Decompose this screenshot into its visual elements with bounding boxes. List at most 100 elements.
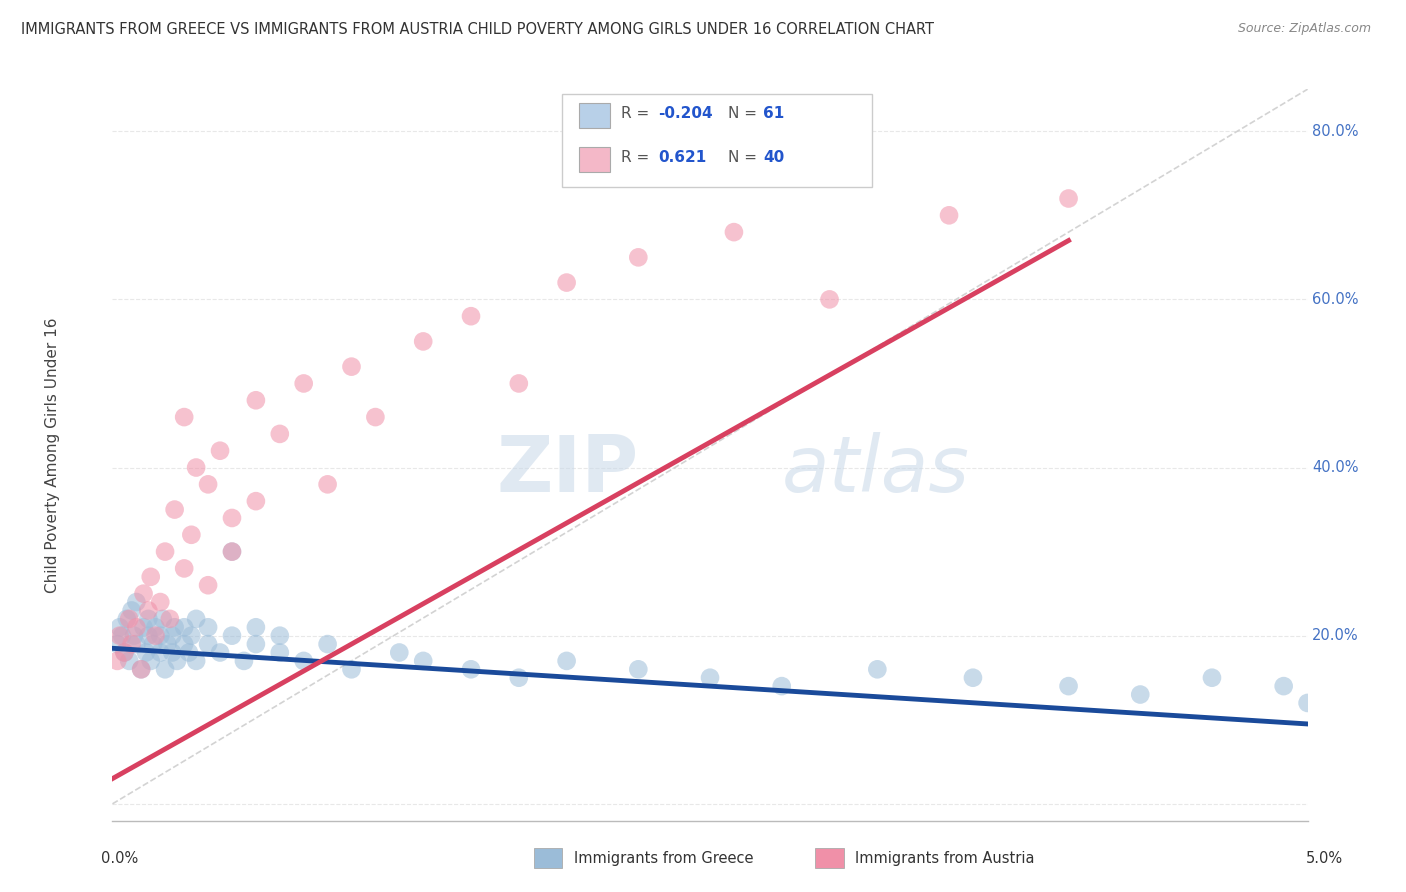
Point xyxy=(186,460,208,475)
Point xyxy=(340,662,363,676)
Text: N =: N = xyxy=(728,106,762,120)
Point xyxy=(245,494,267,508)
Point xyxy=(866,662,889,676)
Text: atlas: atlas xyxy=(782,432,970,508)
Text: 60.0%: 60.0% xyxy=(1312,292,1358,307)
Point xyxy=(166,654,188,668)
Point xyxy=(1129,688,1152,702)
Point xyxy=(132,620,155,634)
Point xyxy=(1201,671,1223,685)
Point xyxy=(186,654,208,668)
Point xyxy=(180,528,202,542)
Point xyxy=(962,671,984,685)
Point xyxy=(245,637,267,651)
Point xyxy=(1057,192,1080,206)
Text: 0.621: 0.621 xyxy=(658,151,706,165)
Point xyxy=(340,359,363,374)
Point xyxy=(292,376,315,391)
Point xyxy=(139,570,162,584)
Point xyxy=(149,595,172,609)
Point xyxy=(115,612,138,626)
Point xyxy=(555,276,578,290)
Point xyxy=(460,662,482,676)
Text: 80.0%: 80.0% xyxy=(1312,124,1358,139)
Point xyxy=(627,662,650,676)
Point xyxy=(156,637,179,651)
Point xyxy=(111,629,134,643)
Point xyxy=(118,612,141,626)
Point xyxy=(177,645,200,659)
Point xyxy=(138,629,160,643)
Point xyxy=(125,637,148,651)
Point xyxy=(121,603,143,617)
Point xyxy=(173,410,195,425)
Point xyxy=(139,654,162,668)
Point xyxy=(269,426,291,441)
Point xyxy=(221,629,243,643)
Text: IMMIGRANTS FROM GREECE VS IMMIGRANTS FROM AUSTRIA CHILD POVERTY AMONG GIRLS UNDE: IMMIGRANTS FROM GREECE VS IMMIGRANTS FRO… xyxy=(21,22,934,37)
Point xyxy=(138,603,160,617)
Point xyxy=(221,544,243,558)
Point xyxy=(180,629,202,643)
Text: 40: 40 xyxy=(763,151,785,165)
Text: 5.0%: 5.0% xyxy=(1306,851,1343,865)
Text: R =: R = xyxy=(621,106,655,120)
Point xyxy=(938,208,960,222)
Point xyxy=(197,578,219,592)
Point xyxy=(162,645,183,659)
Point xyxy=(412,334,434,349)
Point xyxy=(138,612,160,626)
Point xyxy=(245,393,267,408)
Point xyxy=(173,637,195,651)
Point xyxy=(149,645,172,659)
Point xyxy=(108,629,131,643)
Point xyxy=(209,645,232,659)
Point xyxy=(153,662,176,676)
Point xyxy=(162,629,183,643)
Text: Immigrants from Greece: Immigrants from Greece xyxy=(574,851,754,865)
Point xyxy=(460,309,482,323)
Text: 40.0%: 40.0% xyxy=(1312,460,1358,475)
Point xyxy=(163,620,186,634)
Point xyxy=(118,654,141,668)
Point xyxy=(555,654,578,668)
Point xyxy=(186,612,208,626)
Point xyxy=(152,612,174,626)
Point xyxy=(125,620,148,634)
Point xyxy=(145,620,167,634)
Point xyxy=(114,645,135,659)
Point xyxy=(221,511,243,525)
Point xyxy=(145,629,167,643)
Point xyxy=(1272,679,1295,693)
Text: Source: ZipAtlas.com: Source: ZipAtlas.com xyxy=(1237,22,1371,36)
Point xyxy=(508,376,530,391)
Text: 0.0%: 0.0% xyxy=(101,851,138,865)
Text: R =: R = xyxy=(621,151,655,165)
Point xyxy=(173,561,195,575)
Point xyxy=(173,620,195,634)
Point xyxy=(132,587,155,601)
Point xyxy=(233,654,256,668)
Point xyxy=(197,477,219,491)
Point xyxy=(364,410,387,425)
Point xyxy=(209,443,232,458)
Point xyxy=(142,637,165,651)
Point xyxy=(108,620,131,634)
Point xyxy=(149,629,172,643)
Point xyxy=(221,544,243,558)
Text: N =: N = xyxy=(728,151,762,165)
Point xyxy=(412,654,434,668)
Text: Child Poverty Among Girls Under 16: Child Poverty Among Girls Under 16 xyxy=(45,318,60,592)
Point xyxy=(1296,696,1319,710)
Point xyxy=(122,629,145,643)
Text: Immigrants from Austria: Immigrants from Austria xyxy=(855,851,1035,865)
Point xyxy=(269,629,291,643)
Point xyxy=(316,477,339,491)
Point xyxy=(135,645,157,659)
Point xyxy=(627,251,650,265)
Point xyxy=(121,637,143,651)
Point xyxy=(197,620,219,634)
Point xyxy=(129,662,152,676)
Point xyxy=(197,637,219,651)
Point xyxy=(388,645,411,659)
